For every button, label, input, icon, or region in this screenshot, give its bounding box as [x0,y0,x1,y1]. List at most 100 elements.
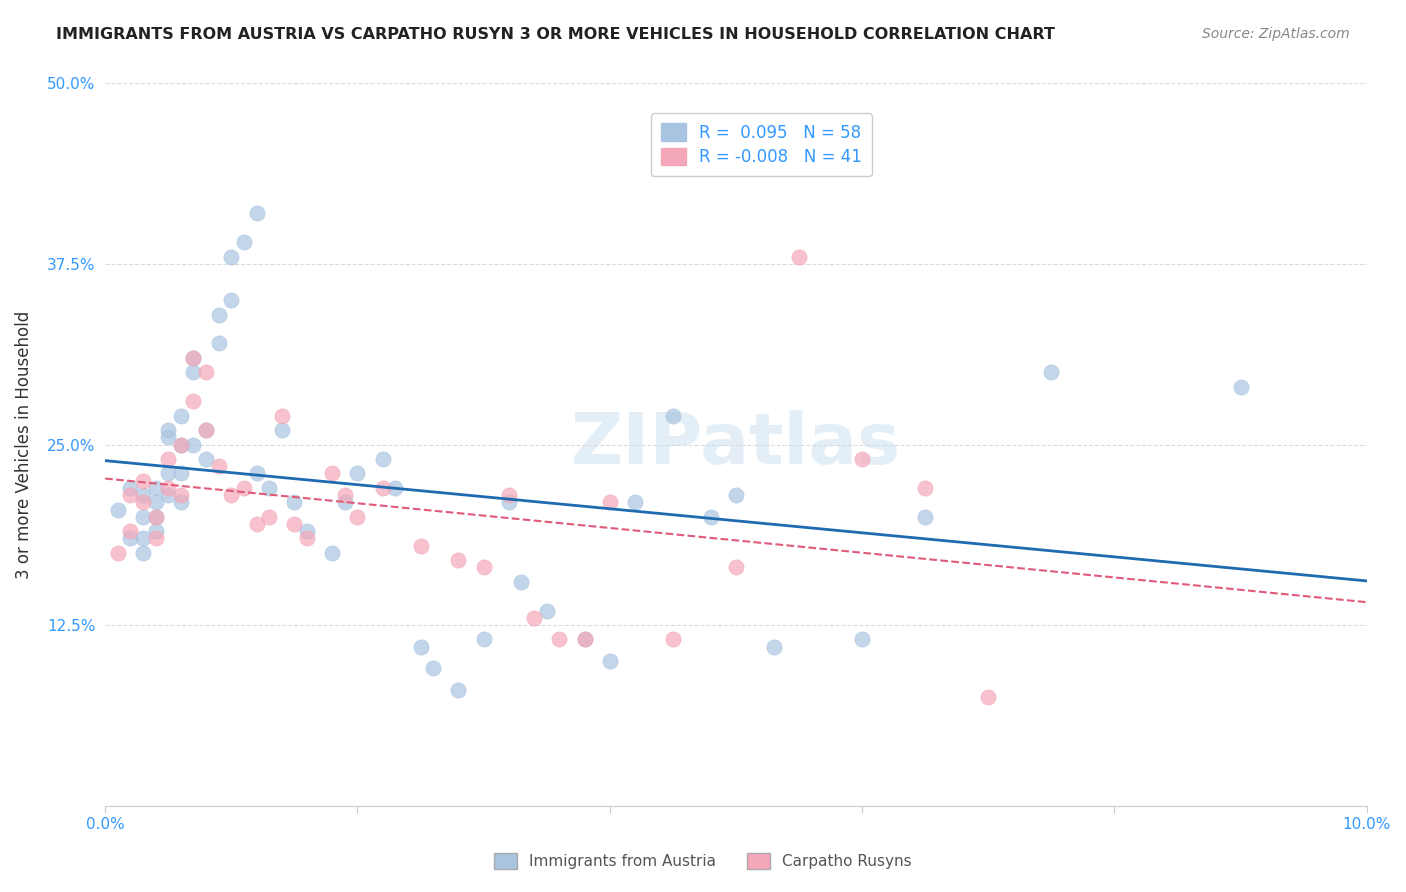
Point [170,467,193,481]
Point [1229,380,1251,394]
Text: ZIPatlas: ZIPatlas [571,410,901,479]
Point [724,488,747,502]
Point [208,459,231,474]
Point [145,509,167,524]
Point [371,481,394,495]
Point [132,495,155,509]
Point [145,524,167,538]
Point [208,336,231,351]
Point [245,516,267,531]
Point [498,495,520,509]
Point [157,452,180,467]
Point [914,481,936,495]
Point [270,423,292,437]
Point [422,661,444,675]
Point [195,365,218,379]
Point [170,437,193,451]
Point [295,532,318,546]
Point [145,532,167,546]
Point [107,546,129,560]
Point [447,553,470,567]
Point [914,509,936,524]
Text: IMMIGRANTS FROM AUSTRIA VS CARPATHO RUSYN 3 OR MORE VEHICLES IN HOUSEHOLD CORREL: IMMIGRANTS FROM AUSTRIA VS CARPATHO RUSY… [56,27,1054,42]
Point [270,409,292,423]
Point [232,481,254,495]
Point [346,467,368,481]
Point [321,467,343,481]
Point [599,495,621,509]
Point [851,452,873,467]
Point [472,632,495,647]
Point [145,481,167,495]
Point [157,467,180,481]
Point [145,509,167,524]
Point [157,488,180,502]
Point [120,481,142,495]
Point [132,509,155,524]
Point [183,351,205,365]
Point [523,611,546,625]
Point [283,495,305,509]
Legend: Immigrants from Austria, Carpatho Rusyns: Immigrants from Austria, Carpatho Rusyns [488,847,918,875]
Point [371,452,394,467]
Point [170,488,193,502]
Point [157,481,180,495]
Point [257,509,280,524]
Point [132,488,155,502]
Point [498,488,520,502]
Point [170,495,193,509]
Point [183,437,205,451]
Point [120,488,142,502]
Point [409,640,432,654]
Point [195,423,218,437]
Point [662,632,685,647]
Point [662,409,685,423]
Point [699,509,721,524]
Legend: R =  0.095   N = 58, R = -0.008   N = 41: R = 0.095 N = 58, R = -0.008 N = 41 [651,113,872,177]
Point [170,409,193,423]
Y-axis label: 3 or more Vehicles in Household: 3 or more Vehicles in Household [15,310,32,579]
Point [208,308,231,322]
Point [195,452,218,467]
Point [574,632,596,647]
Point [132,546,155,560]
Point [132,474,155,488]
Point [724,560,747,574]
Point [977,690,1000,705]
Point [183,365,205,379]
Point [536,604,558,618]
Point [762,640,785,654]
Point [183,351,205,365]
Point [232,235,254,250]
Point [409,539,432,553]
Point [219,488,242,502]
Point [257,481,280,495]
Point [219,293,242,307]
Point [283,516,305,531]
Point [510,574,533,589]
Point [245,467,267,481]
Text: Source: ZipAtlas.com: Source: ZipAtlas.com [1202,27,1350,41]
Point [333,495,356,509]
Point [346,509,368,524]
Point [624,495,647,509]
Point [245,206,267,220]
Point [384,481,406,495]
Point [145,495,167,509]
Point [132,532,155,546]
Point [170,437,193,451]
Point [195,423,218,437]
Point [321,546,343,560]
Point [157,430,180,444]
Point [333,488,356,502]
Point [1040,365,1063,379]
Point [851,632,873,647]
Point [787,250,810,264]
Point [599,654,621,668]
Point [447,683,470,698]
Point [157,423,180,437]
Point [574,632,596,647]
Point [183,394,205,409]
Point [295,524,318,538]
Point [107,502,129,516]
